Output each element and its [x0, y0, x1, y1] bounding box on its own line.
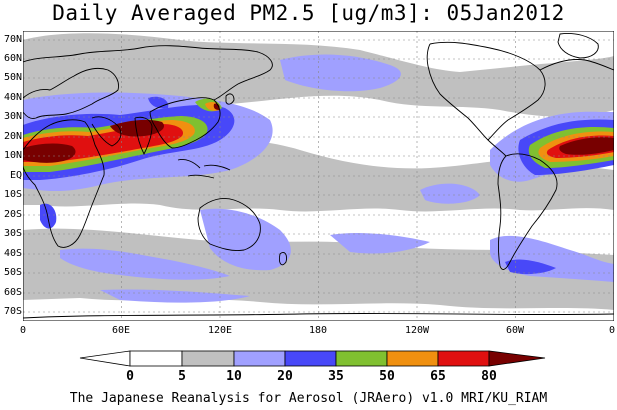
coastlines [23, 33, 614, 319]
map-gridlines [23, 31, 614, 321]
lat-label: 50N [3, 72, 22, 83]
colorbar-label: 0 [126, 369, 134, 384]
colorbar-bin-5 [386, 350, 439, 367]
colorbar-min-arrow [79, 350, 131, 367]
colorbar-label: 35 [328, 369, 344, 384]
lat-label: 40S [3, 248, 22, 259]
colorbar-label: 50 [379, 369, 395, 384]
lat-label: 30N [3, 111, 22, 122]
lat-label: 60N [3, 53, 22, 64]
lat-label: 70S [3, 306, 22, 317]
colorbar-bin-3 [284, 350, 337, 367]
colorbar-label: 65 [430, 369, 446, 384]
lat-label: 30S [3, 228, 22, 239]
lat-label: 40N [3, 92, 22, 103]
colorbar-bin-4 [335, 350, 388, 367]
lon-label: 0 [608, 325, 615, 336]
lat-label: EQ [9, 170, 22, 181]
colorbar-label: 5 [178, 369, 186, 384]
colorbar [79, 350, 546, 367]
lon-label: 180 [308, 325, 328, 336]
pm25-band-80-plus [23, 103, 614, 163]
lon-label: 60E [111, 325, 131, 336]
lat-label: 20N [3, 131, 22, 142]
map-title: Daily Averaged PM2.5 [ug/m3]: 05Jan2012 [52, 1, 565, 25]
lon-label: 0 [19, 325, 27, 336]
footer-credit: The Japanese Reanalysis for Aerosol (JRA… [69, 391, 548, 406]
lat-label: 50S [3, 267, 22, 278]
colorbar-max-arrow [488, 350, 546, 367]
lat-label: 10S [3, 189, 22, 200]
colorbar-bin-1 [181, 350, 235, 367]
colorbar-label: 20 [277, 369, 293, 384]
lat-label: 60S [3, 287, 22, 298]
lat-label: 10N [3, 150, 22, 161]
lon-label: 120W [404, 325, 430, 336]
colorbar-label: 10 [226, 369, 242, 384]
lon-label: 120E [207, 325, 233, 336]
lon-label: 60W [505, 325, 525, 336]
colorbar-bin-0 [129, 350, 183, 367]
colorbar-bin-2 [233, 350, 286, 367]
colorbar-label: 80 [481, 369, 497, 384]
lat-label: 70N [3, 34, 22, 45]
lat-label: 20S [3, 209, 22, 220]
colorbar-bin-6 [437, 350, 490, 367]
